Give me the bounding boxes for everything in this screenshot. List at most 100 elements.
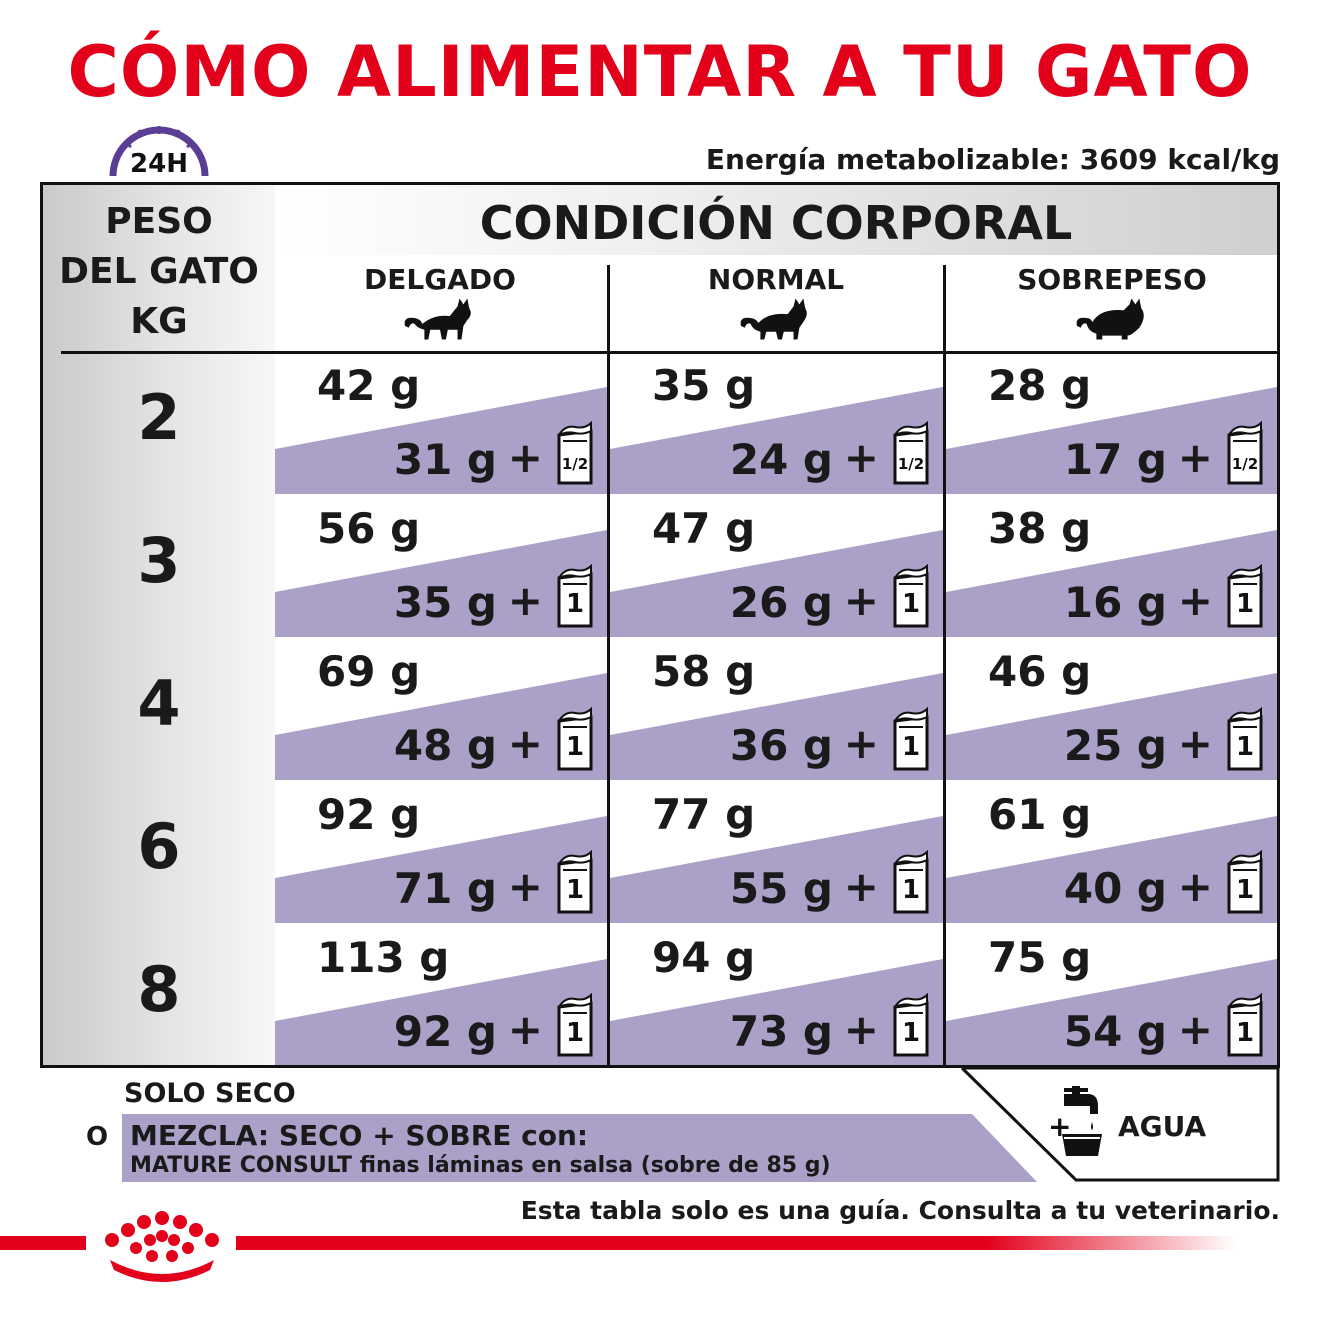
table-cell: 46 g 25 g +1 bbox=[946, 637, 1277, 780]
column-header-sobrepeso: SOBREPESO bbox=[947, 263, 1277, 351]
pouch-icon: 1/2 bbox=[557, 421, 593, 485]
mix-amount: 48 g bbox=[393, 721, 497, 770]
legend-or: O bbox=[86, 1122, 109, 1152]
pouch-count: 1/2 bbox=[1232, 455, 1258, 473]
pouch-count: 1 bbox=[1236, 875, 1254, 905]
plus-sign: + bbox=[507, 433, 543, 482]
legend-mix: MEZCLA: SECO + SOBRE con: bbox=[130, 1119, 589, 1152]
mix-amount: 36 g bbox=[729, 721, 833, 770]
row-weight: 8 bbox=[137, 953, 181, 1026]
dry-amount: 35 g bbox=[652, 361, 756, 410]
row-weight: 6 bbox=[137, 810, 181, 883]
table-cell: 61 g 40 g +1 bbox=[946, 780, 1277, 923]
feeding-table: CONDICIÓN CORPORAL PESO DEL GATO KG DELG… bbox=[40, 182, 1280, 1068]
pouch-icon: 1 bbox=[557, 707, 593, 771]
pouch-count: 1/2 bbox=[562, 455, 588, 473]
dry-amount: 61 g bbox=[988, 790, 1092, 839]
plus-sign: + bbox=[1177, 862, 1213, 911]
dry-amount: 94 g bbox=[652, 933, 756, 982]
dry-amount: 113 g bbox=[317, 933, 450, 982]
product-name: MATURE CONSULT bbox=[130, 1153, 353, 1178]
water-legend-box: + bbox=[960, 1066, 1280, 1182]
normal-cat-icon bbox=[740, 298, 807, 340]
dry-amount: 69 g bbox=[317, 647, 421, 696]
plus-sign: + bbox=[507, 862, 543, 911]
mix-band bbox=[275, 530, 607, 637]
dry-amount: 47 g bbox=[652, 504, 756, 553]
water-tap-icon bbox=[1062, 1086, 1102, 1156]
energy-info: Energía metabolizable: 3609 kcal/kg bbox=[705, 143, 1280, 176]
mix-amount: 25 g bbox=[1063, 721, 1167, 770]
water-label: AGUA bbox=[1118, 1110, 1207, 1143]
dry-amount: 77 g bbox=[652, 790, 756, 839]
plus-sign: + bbox=[507, 576, 543, 625]
table-cell: 35 g 24 g +1/2 bbox=[610, 351, 943, 494]
mix-amount: 24 g bbox=[729, 435, 833, 484]
pouch-icon: 1 bbox=[1227, 707, 1263, 771]
mix-band bbox=[275, 959, 607, 1065]
clock-24h-icon: 24H bbox=[109, 126, 209, 179]
disclaimer: Esta tabla solo es una guía. Consulta a … bbox=[520, 1196, 1280, 1225]
plus-sign: + bbox=[507, 719, 543, 768]
dry-amount: 58 g bbox=[652, 647, 756, 696]
table-cell: 58 g 36 g +1 bbox=[610, 637, 943, 780]
table-cell: 28 g 17 g +1/2 bbox=[946, 351, 1277, 494]
pouch-count: 1 bbox=[902, 875, 920, 905]
column-label: DELGADO bbox=[364, 263, 516, 296]
mix-amount: 54 g bbox=[1063, 1007, 1167, 1056]
row-weight: 2 bbox=[137, 381, 181, 454]
mix-amount: 71 g bbox=[393, 864, 497, 913]
legend-dry-only: SOLO SECO bbox=[124, 1078, 296, 1109]
pouch-count: 1 bbox=[566, 1018, 584, 1048]
pouch-icon: 1 bbox=[893, 993, 929, 1057]
dry-amount: 38 g bbox=[988, 504, 1092, 553]
table-cell: 56 g 35 g +1 bbox=[275, 494, 607, 637]
table-cell: 69 g 48 g +1 bbox=[275, 637, 607, 780]
table-cell: 75 g 54 g +1 bbox=[946, 923, 1277, 1065]
column-label: NORMAL bbox=[707, 263, 845, 296]
plus-sign: + bbox=[1177, 719, 1213, 768]
mix-band bbox=[275, 816, 607, 923]
plus-sign: + bbox=[843, 433, 879, 482]
pouch-count: 1 bbox=[1236, 732, 1254, 762]
pouch-count: 1 bbox=[566, 875, 584, 905]
mix-band bbox=[275, 673, 607, 780]
table-cell: 94 g 73 g +1 bbox=[610, 923, 943, 1065]
column-header-delgado: DELGADO bbox=[275, 263, 605, 351]
thin-cat-icon bbox=[404, 298, 471, 340]
condition-band bbox=[275, 185, 1277, 255]
condition-title: CONDICIÓN CORPORAL bbox=[479, 196, 1073, 250]
legend-product: MATURE CONSULT finas láminas en salsa (s… bbox=[130, 1153, 831, 1179]
plus-sign: + bbox=[843, 576, 879, 625]
pouch-count: 1 bbox=[902, 732, 920, 762]
plus-sign: + bbox=[843, 1005, 879, 1054]
brand-line-right bbox=[236, 1236, 1236, 1250]
table-cell: 77 g 55 g +1 bbox=[610, 780, 943, 923]
dry-amount: 42 g bbox=[317, 361, 421, 410]
pouch-count: 1 bbox=[902, 589, 920, 619]
pouch-icon: 1 bbox=[557, 564, 593, 628]
plus-sign: + bbox=[1177, 576, 1213, 625]
dry-amount: 28 g bbox=[988, 361, 1092, 410]
row-weight: 3 bbox=[137, 524, 181, 597]
weight-header-line2: DEL GATO bbox=[59, 251, 259, 292]
mix-amount: 26 g bbox=[729, 578, 833, 627]
header-divider bbox=[61, 351, 1277, 354]
mix-band bbox=[946, 387, 1277, 494]
mix-band bbox=[946, 816, 1277, 923]
mix-band bbox=[610, 959, 943, 1065]
pouch-icon: 1 bbox=[893, 707, 929, 771]
pouch-icon: 1 bbox=[893, 850, 929, 914]
pouch-icon: 1/2 bbox=[893, 421, 929, 485]
plus-sign: + bbox=[843, 719, 879, 768]
mix-amount: 40 g bbox=[1063, 864, 1167, 913]
row-weight: 4 bbox=[137, 667, 181, 740]
plus-sign: + bbox=[1177, 1005, 1213, 1054]
product-description: finas láminas en salsa (sobre de 85 g) bbox=[352, 1153, 831, 1178]
mix-band bbox=[946, 959, 1277, 1065]
plus-sign: + bbox=[1177, 433, 1213, 482]
page-title: CÓMO ALIMENTAR A TU GATO bbox=[67, 31, 1253, 113]
mix-band bbox=[946, 673, 1277, 780]
mix-amount: 73 g bbox=[729, 1007, 833, 1056]
weight-header-line3: KG bbox=[130, 301, 188, 342]
